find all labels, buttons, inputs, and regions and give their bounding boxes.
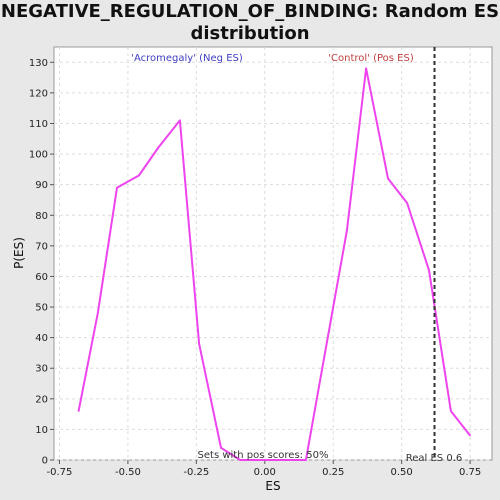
chart-title: NEGATIVE_REGULATION_OF_BINDING: Random E… — [0, 1, 500, 45]
data-point — [239, 459, 241, 461]
data-point — [77, 410, 80, 412]
y-tick-label: 120 — [29, 88, 48, 99]
grid-lines — [54, 47, 492, 461]
pos-es-label: 'Control' (Pos ES) — [328, 53, 414, 64]
y-tick-label: 100 — [29, 150, 48, 161]
y-tick-label: 0 — [42, 456, 48, 467]
data-point — [157, 147, 159, 149]
y-tick-label: 90 — [35, 180, 48, 191]
data-point — [406, 202, 408, 204]
chart-title-line-1: NEGATIVE_REGULATION_OF_BINDING: Random E… — [0, 1, 500, 22]
x-tick-label: -0.25 — [183, 467, 209, 478]
data-point — [97, 312, 99, 314]
chart-title-line-2: distribution — [190, 23, 310, 44]
data-point — [179, 119, 181, 122]
x-tick-label: 0.25 — [322, 467, 344, 478]
y-tick-label: 130 — [29, 58, 48, 69]
x-tick-label: -0.50 — [115, 467, 141, 478]
axes: 0 10 20 30 40 50 60 70 80 90 100 110 120 130 -0.75 -0.5… — [29, 58, 481, 478]
y-tick-label: 40 — [35, 333, 48, 344]
y-tick-label: 60 — [35, 272, 48, 283]
data-point — [283, 459, 285, 461]
x-tick-label: 0.75 — [459, 467, 481, 478]
sets-note: Sets with pos scores: 50% — [198, 450, 329, 461]
data-point — [305, 459, 307, 461]
data-point — [387, 177, 389, 180]
y-tick-label: 50 — [35, 303, 48, 314]
real-es-label: Real ES 0.6 — [406, 453, 462, 464]
x-tick-label: -0.75 — [47, 467, 73, 478]
data-point — [469, 434, 471, 437]
es-distribution-line — [77, 67, 471, 461]
x-axis-label: ES — [265, 479, 280, 493]
plot-area — [53, 46, 493, 461]
y-tick-label: 10 — [35, 425, 48, 436]
data-point — [450, 410, 452, 412]
data-point — [220, 446, 222, 449]
x-tick-label: 0.50 — [391, 467, 413, 478]
y-tick-label: 70 — [35, 241, 48, 252]
y-tick-label: 110 — [29, 119, 48, 130]
y-tick-label: 80 — [35, 211, 48, 222]
data-point — [138, 174, 140, 177]
x-tick-label: 0.00 — [254, 467, 276, 478]
neg-es-label: 'Acromegaly' (Neg ES) — [131, 53, 243, 64]
y-tick-label: 20 — [35, 394, 48, 405]
y-tick-label: 30 — [35, 364, 48, 375]
data-point — [198, 342, 200, 345]
data-point — [261, 459, 263, 461]
data-point — [428, 269, 430, 272]
data-point — [324, 352, 326, 354]
y-axis-label: P(ES) — [12, 237, 26, 269]
data-point — [346, 229, 348, 232]
data-point — [116, 186, 118, 189]
data-point — [365, 67, 367, 70]
series-lines — [77, 67, 471, 461]
